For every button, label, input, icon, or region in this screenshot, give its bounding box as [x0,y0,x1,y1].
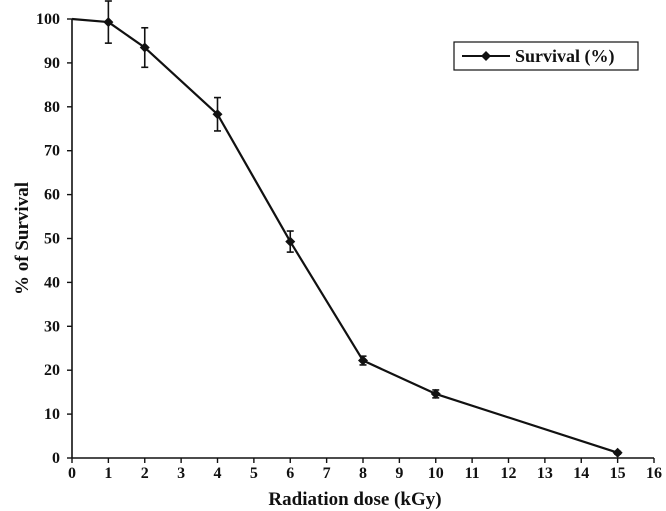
x-tick-label: 11 [465,465,480,482]
y-tick-label: 60 [44,187,60,204]
x-tick-label: 3 [177,465,185,482]
legend-diamond-marker [481,51,491,61]
x-tick-label: 10 [428,465,444,482]
data-point-marker [212,109,223,120]
x-tick-label: 4 [214,465,222,482]
y-tick-label: 30 [44,318,60,335]
data-point-marker [285,236,296,247]
y-tick-label: 90 [44,55,60,72]
data-point-marker [612,447,623,458]
series-line [71,17,618,454]
x-tick-label: 1 [104,465,112,482]
y-tick-label: 100 [36,11,60,28]
data-point-marker [139,42,150,53]
x-tick-label: 2 [141,465,149,482]
axes [71,19,654,459]
x-tick-label: 7 [323,465,331,482]
x-axis-title: Radiation dose (kGy) [268,489,441,510]
x-tick-label: 16 [646,465,662,482]
y-tick-label: 50 [44,231,60,248]
x-tick-label: 6 [286,465,294,482]
data-point-marker [358,355,368,366]
legend: Survival (%) [453,41,639,71]
y-axis-ticks: 0 10 20 30 40 50 60 70 80 90 100 [36,11,72,467]
x-axis-ticks: 0 1 2 3 4 5 6 7 8 9 10 11 12 13 14 15 16 [68,458,662,482]
y-tick-label: 80 [44,99,60,116]
y-axis-title: % of Survival [12,182,33,295]
y-tick-label: 40 [44,274,60,291]
series-layer [71,0,623,458]
y-tick-label: 10 [44,406,60,423]
x-tick-label: 13 [537,465,553,482]
x-tick-label: 12 [501,465,517,482]
y-tick-label: 20 [44,362,60,379]
series-0 [71,0,623,458]
x-tick-label: 15 [610,465,626,482]
y-tick-label: 0 [52,450,60,467]
x-tick-label: 5 [250,465,258,482]
x-tick-label: 8 [359,465,367,482]
y-tick-label: 70 [44,143,60,160]
legend-label: Survival (%) [515,46,615,67]
x-tick-label: 14 [573,465,589,482]
data-point-marker [430,388,441,399]
data-point-marker [103,17,114,28]
x-tick-label: 9 [395,465,403,482]
x-tick-label: 0 [68,465,76,482]
